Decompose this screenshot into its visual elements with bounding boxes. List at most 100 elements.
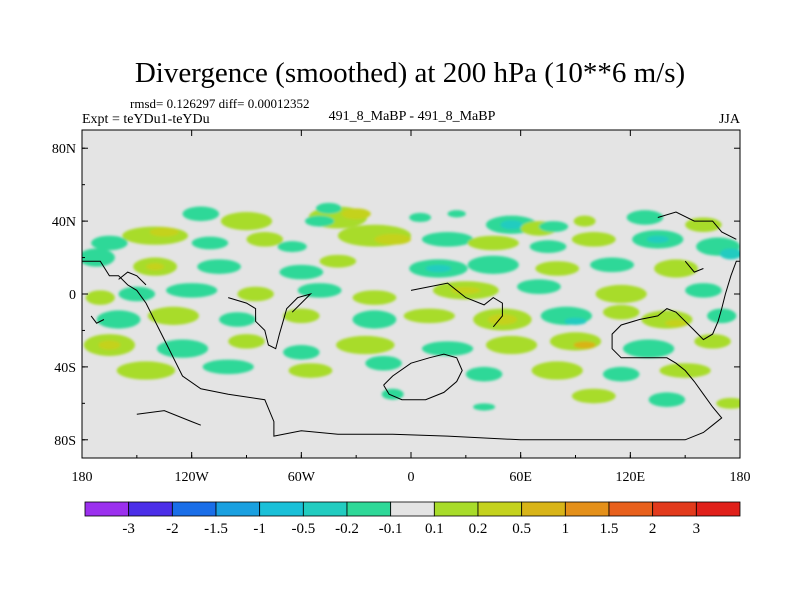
field-blob: [304, 215, 335, 227]
x-tick-label: 60E: [509, 470, 532, 485]
field-blob: [564, 317, 587, 325]
colorbar-label: 1: [562, 521, 570, 537]
colorbar-swatch: [215, 501, 261, 517]
experiment-label: Expt = teYDu1-teYDu: [82, 112, 210, 127]
coastline: [684, 260, 704, 273]
coastline: [228, 292, 313, 350]
field-blob: [623, 339, 675, 358]
field-blob: [277, 241, 307, 253]
field-blob: [336, 335, 395, 355]
field-blob: [98, 340, 121, 350]
colorbar-label: -0.2: [335, 521, 359, 537]
colorbar-label: 0.1: [425, 521, 444, 537]
coastlines: [82, 211, 740, 441]
field-blob: [403, 308, 455, 324]
field-blob: [228, 334, 265, 349]
colorbar-swatch: [521, 501, 566, 517]
x-tick-label: 60W: [288, 470, 316, 485]
field-blob: [646, 235, 669, 243]
field-blob: [447, 210, 466, 218]
field-blob: [283, 308, 320, 324]
field-blob: [571, 232, 616, 247]
field-blob: [467, 235, 519, 251]
colorbar-label: 1.5: [600, 521, 619, 537]
field-blob: [665, 319, 687, 327]
season-label: JJA: [719, 112, 741, 127]
field-blob: [82, 248, 115, 267]
colorbar: -3 -2 -1.5 -1 -0.5 -0.2 -0.1 0.1 0.2 0.5 1 1.5 2 3: [84, 501, 741, 537]
field-blob: [421, 341, 474, 356]
field-blob: [487, 314, 518, 325]
colorbar-swatch: [564, 501, 610, 517]
field-blob: [85, 290, 115, 305]
field-blob: [538, 221, 569, 233]
field-blob: [595, 284, 647, 304]
divergence-field: [82, 202, 740, 411]
field-blob: [602, 366, 640, 382]
field-blob: [590, 257, 634, 273]
x-tick-label: 0: [408, 470, 415, 485]
field-blob: [626, 210, 664, 225]
coastline: [82, 260, 740, 441]
field-blob: [719, 248, 740, 260]
field-blob: [485, 335, 538, 355]
x-tick-label: 120E: [616, 470, 646, 485]
x-tick-label: 180: [72, 470, 93, 485]
field-blob: [279, 264, 324, 280]
field-blob: [352, 310, 397, 329]
field-blob: [707, 308, 737, 324]
field-blob: [425, 264, 452, 273]
coastline: [118, 271, 147, 286]
field-blob: [602, 304, 640, 320]
colorbar-label: -3: [122, 521, 135, 537]
field-blob: [694, 334, 731, 349]
colorbar-label: 3: [693, 521, 701, 537]
colorbar-label: 0.5: [512, 521, 531, 537]
coastline: [410, 282, 503, 328]
field-blob: [197, 259, 242, 274]
y-tick-label: 40S: [54, 361, 76, 376]
field-blob: [374, 233, 411, 245]
colorbar-label: 2: [649, 521, 657, 537]
field-blob: [365, 355, 402, 371]
colorbar-swatch: [433, 501, 479, 517]
field-blob: [145, 263, 165, 271]
field-blob: [421, 232, 474, 247]
field-blob-group: [82, 202, 740, 411]
field-blob: [191, 236, 229, 250]
colorbar-swatch: [259, 501, 304, 517]
field-blob: [246, 232, 284, 247]
colorbar-swatch: [128, 501, 173, 517]
y-tick-label: 80N: [52, 142, 76, 157]
field-blob: [220, 212, 273, 231]
field-blob: [341, 208, 371, 220]
field-blob: [685, 283, 722, 298]
colorbar-label: -0.1: [379, 521, 403, 537]
field-blob: [549, 332, 602, 351]
chart-title: Divergence (smoothed) at 200 hPa (10**6 …: [135, 57, 685, 89]
field-blob: [91, 235, 128, 251]
field-blob: [237, 286, 274, 302]
colorbar-label: -0.5: [291, 521, 315, 537]
field-blob: [535, 261, 580, 276]
field-blob: [641, 310, 693, 329]
colorbar-swatch: [608, 501, 654, 517]
field-blob: [500, 220, 523, 230]
field-blob: [96, 310, 141, 329]
colorbar-swatch: [171, 501, 217, 517]
field-blob: [716, 397, 740, 409]
field-blob: [202, 359, 254, 375]
field-blob: [467, 255, 519, 274]
colorbar-label: -1.5: [204, 521, 228, 537]
field-blob: [288, 363, 333, 378]
field-blob: [573, 215, 596, 227]
coastline: [657, 211, 737, 240]
field-blob: [529, 240, 567, 253]
field-blob: [648, 392, 686, 407]
stats-line: rmsd= 0.126297 diff= 0.00012352: [130, 96, 309, 111]
field-blob: [166, 283, 218, 298]
colorbar-swatch: [652, 501, 697, 517]
colorbar-swatch: [84, 501, 130, 517]
colorbar-swatch: [346, 501, 392, 517]
